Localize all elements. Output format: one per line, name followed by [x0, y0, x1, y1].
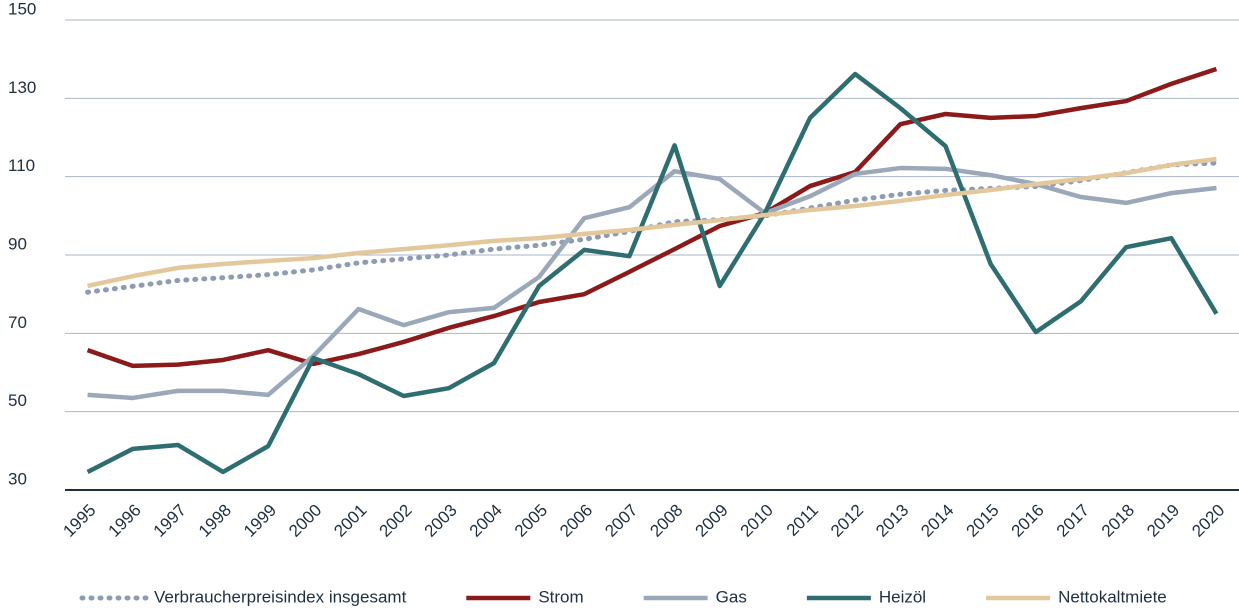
- x-tick-label: 2014: [917, 501, 957, 541]
- x-tick-label: 2006: [556, 501, 596, 541]
- x-tick-label: 2015: [962, 501, 1002, 541]
- y-tick-label: 130: [8, 78, 36, 97]
- legend-item: Strom: [466, 587, 584, 606]
- x-tick-label: 1995: [59, 501, 99, 541]
- x-tick-label: 2011: [783, 501, 822, 540]
- y-tick-label: 30: [8, 469, 27, 488]
- legend-item: Nettokaltmiete: [986, 587, 1167, 606]
- x-tick-label: 2005: [511, 501, 551, 541]
- x-tick-label: 2001: [330, 501, 370, 541]
- x-tick-label: 2004: [466, 501, 506, 541]
- x-tick-label: 2020: [1188, 501, 1228, 541]
- x-tick-label: 2016: [1008, 501, 1048, 541]
- y-tick-label: 110: [8, 156, 35, 175]
- series-line: [87, 165, 1217, 401]
- y-tick-label: 90: [8, 234, 27, 253]
- x-tick-label: 2019: [1143, 501, 1183, 541]
- legend-item: Verbraucherpreisindex insgesamt: [79, 587, 407, 606]
- legend-label: Gas: [716, 587, 747, 606]
- series-line: [86, 71, 1219, 475]
- x-tick-label: 2000: [285, 501, 325, 541]
- series-line: [87, 156, 1217, 289]
- y-tick-label: 150: [8, 0, 36, 18]
- x-tick-label: 2010: [737, 501, 777, 541]
- x-tick-label: 2003: [421, 501, 461, 541]
- x-tick-label: 1997: [150, 501, 190, 541]
- x-tick-label: 2008: [646, 501, 686, 541]
- y-tick-label: 50: [8, 391, 27, 410]
- x-tick-label: 2012: [827, 501, 867, 541]
- x-tick-label: 2009: [692, 501, 732, 541]
- x-tick-label: 1998: [195, 501, 235, 541]
- y-tick-label: 70: [8, 313, 27, 332]
- legend-label: Strom: [538, 587, 583, 606]
- x-tick-label: 2007: [601, 501, 641, 541]
- legend-item: Heizöl: [806, 587, 926, 606]
- legend-item: Gas: [643, 587, 747, 606]
- x-tick-label: 2017: [1053, 501, 1093, 541]
- legend-label: Nettokaltmiete: [1058, 587, 1167, 606]
- legend-label: Verbraucherpreisindex insgesamt: [154, 587, 407, 606]
- x-tick-label: 1999: [240, 501, 280, 541]
- x-tick-label: 1996: [105, 501, 145, 541]
- x-tick-label: 2002: [375, 501, 415, 541]
- x-tick-label: 2013: [872, 501, 912, 541]
- legend-label: Heizöl: [879, 587, 926, 606]
- series-line: [86, 66, 1218, 369]
- x-tick-label: 2018: [1098, 501, 1138, 541]
